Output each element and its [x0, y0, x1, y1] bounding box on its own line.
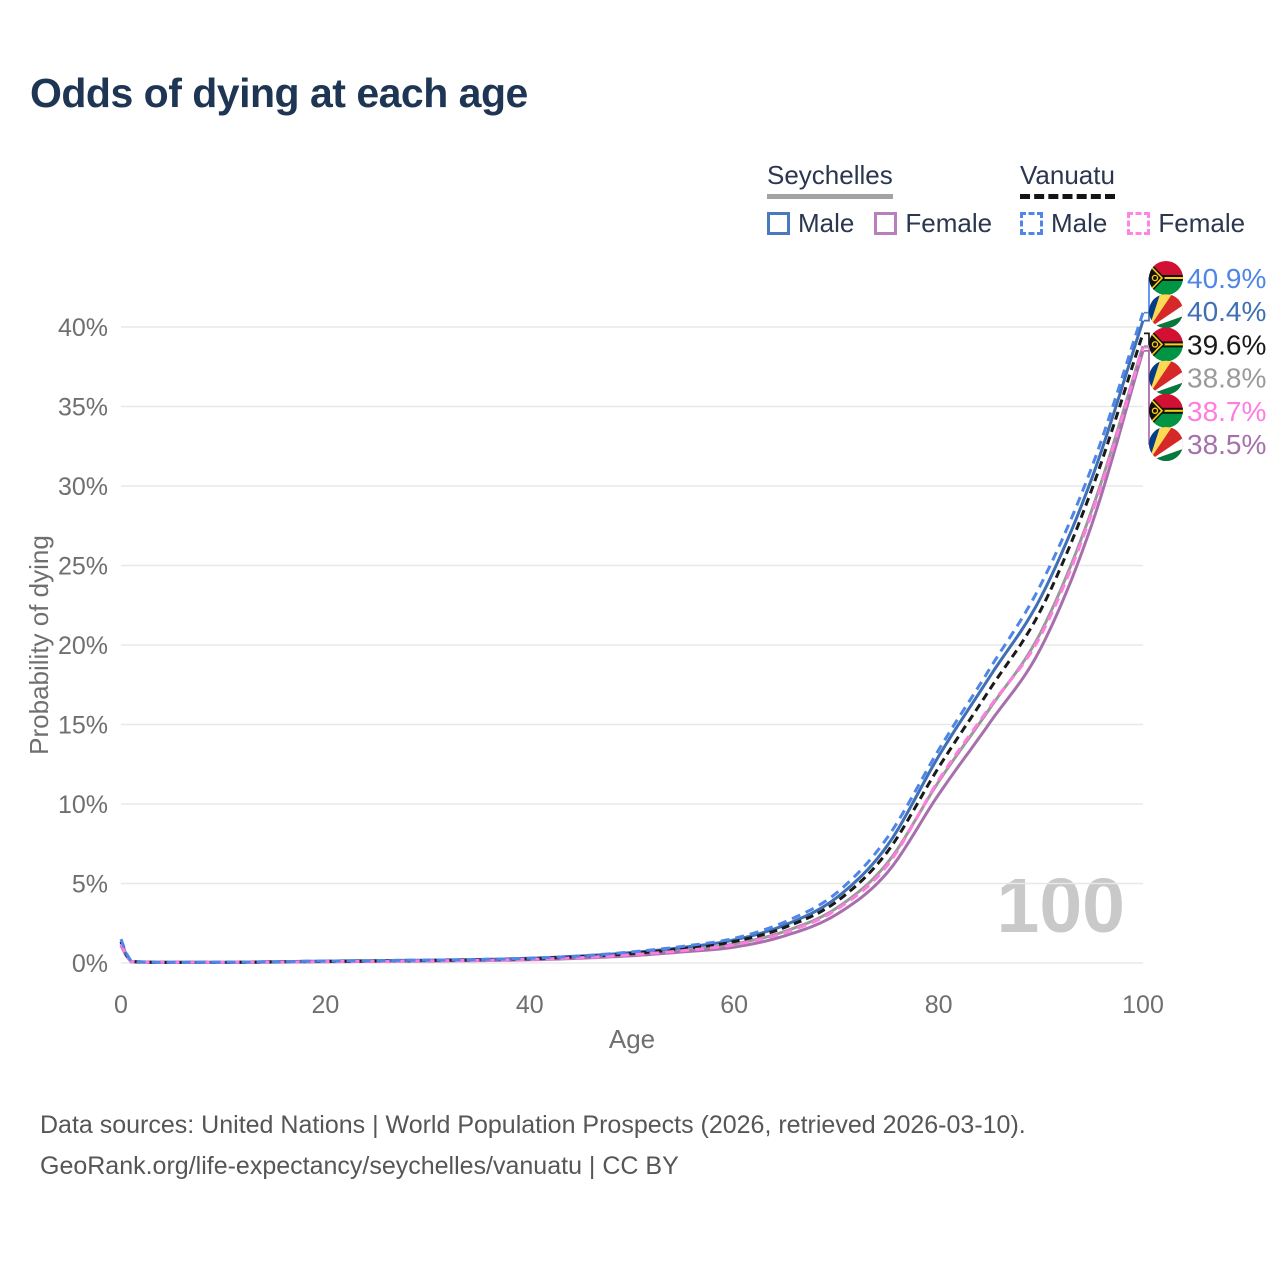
seychelles-male-swatch-icon: [767, 212, 790, 235]
x-axis-label: Age: [609, 1024, 655, 1054]
legend-item-label: Male: [798, 208, 855, 238]
y-tick-label: 15%: [58, 712, 108, 740]
x-tick-label: 60: [720, 991, 748, 1019]
y-tick-label: 25%: [58, 553, 108, 581]
legend-row-seychelles: Male Female: [767, 208, 992, 239]
series-vanuatu-male: [119, 312, 1145, 964]
y-axis-label: Probability of dying: [24, 535, 54, 755]
page-title: Odds of dying at each age: [30, 70, 528, 116]
legend-item-vanuatu-female[interactable]: Female: [1127, 208, 1245, 239]
end-label-vanuatu-female: 38.7%: [1187, 396, 1266, 427]
x-tick-label: 0: [114, 991, 128, 1019]
series-vanuatu-female: [119, 347, 1145, 964]
y-tick-label: 10%: [58, 791, 108, 819]
y-tick-label: 5%: [72, 871, 108, 899]
series-seychelles-both: [119, 345, 1145, 964]
end-label-vanuatu-both: 39.6%: [1187, 329, 1266, 360]
x-tick-label: 100: [1122, 991, 1164, 1019]
legend-group-vanuatu: Vanuatu Male Female: [1020, 160, 1245, 239]
end-label-seychelles-female: 38.5%: [1187, 429, 1266, 460]
legend-group-seychelles: Seychelles Male Female: [767, 160, 992, 239]
y-tick-label: 20%: [58, 632, 108, 660]
legend-item-label: Male: [1051, 208, 1108, 238]
end-label-seychelles-male: 40.4%: [1187, 296, 1266, 327]
y-tick-label: 0%: [72, 950, 108, 978]
legend-heading-vanuatu: Vanuatu: [1020, 160, 1115, 199]
end-label-seychelles-both: 38.8%: [1187, 363, 1266, 394]
x-tick-label: 20: [311, 991, 339, 1019]
x-tick-label: 40: [516, 991, 544, 1019]
series-seychelles-female: [119, 350, 1145, 964]
y-tick-label: 35%: [58, 394, 108, 422]
legend-row-vanuatu: Male Female: [1020, 208, 1245, 239]
seychelles-flag-icon: [1149, 361, 1183, 395]
vanuatu-flag-icon: [1149, 261, 1183, 295]
legend-heading-seychelles: Seychelles: [767, 160, 893, 199]
y-tick-label: 40%: [58, 314, 108, 342]
line-chart: 0% 5% 10% 15% 20% 25% 30% 35% 40% 0 20 40 60 80 100 Age…: [24, 0, 1266, 1054]
footer-attribution: GeoRank.org/life-expectancy/seychelles/v…: [40, 1152, 679, 1180]
legend-item-seychelles-female[interactable]: Female: [874, 208, 992, 239]
legend-item-vanuatu-male[interactable]: Male: [1020, 208, 1107, 239]
vanuatu-flag-icon: [1149, 327, 1183, 361]
series-vanuatu-both: [119, 332, 1145, 964]
end-label-connector-seychelles-female: [1144, 350, 1152, 445]
vanuatu-male-swatch-icon: [1020, 212, 1043, 235]
legend-item-label: Female: [1158, 208, 1246, 238]
y-tick-label: 30%: [58, 473, 108, 501]
x-tick-label: 80: [925, 991, 953, 1019]
vanuatu-flag-icon: [1149, 394, 1183, 428]
series-seychelles-male: [119, 320, 1145, 964]
seychelles-flag-icon: [1149, 294, 1183, 328]
age-watermark: 100: [996, 863, 1125, 949]
legend-item-label: Female: [905, 208, 993, 238]
legend-item-seychelles-male[interactable]: Male: [767, 208, 854, 239]
footer: Data sources: United Nations | World Pop…: [40, 1105, 1240, 1187]
seychelles-flag-icon: [1149, 427, 1183, 461]
seychelles-female-swatch-icon: [874, 212, 898, 235]
footer-data-sources: Data sources: United Nations | World Pop…: [40, 1111, 1026, 1139]
vanuatu-female-swatch-icon: [1127, 212, 1151, 235]
end-label-vanuatu-male: 40.9%: [1187, 263, 1266, 294]
